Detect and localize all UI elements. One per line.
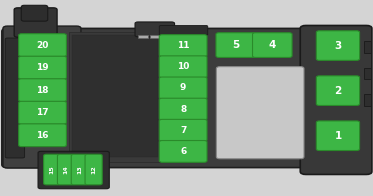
- Text: 12: 12: [91, 165, 96, 174]
- Bar: [72, 35, 158, 157]
- FancyBboxPatch shape: [2, 28, 326, 168]
- FancyBboxPatch shape: [3, 26, 81, 168]
- FancyBboxPatch shape: [85, 154, 102, 185]
- FancyBboxPatch shape: [316, 31, 360, 60]
- Bar: [150, 35, 160, 38]
- FancyBboxPatch shape: [135, 22, 175, 37]
- Bar: [364, 41, 371, 53]
- FancyBboxPatch shape: [159, 35, 207, 56]
- FancyBboxPatch shape: [159, 56, 207, 78]
- FancyBboxPatch shape: [159, 25, 208, 35]
- FancyBboxPatch shape: [159, 77, 207, 99]
- FancyBboxPatch shape: [159, 141, 207, 162]
- FancyBboxPatch shape: [44, 154, 61, 185]
- Text: 2: 2: [334, 86, 342, 96]
- FancyBboxPatch shape: [14, 8, 57, 37]
- Bar: [69, 32, 160, 162]
- Text: 10: 10: [177, 62, 189, 71]
- FancyBboxPatch shape: [19, 124, 66, 147]
- FancyBboxPatch shape: [5, 38, 25, 158]
- Text: 14: 14: [63, 165, 69, 174]
- Text: 9: 9: [180, 83, 186, 92]
- FancyBboxPatch shape: [21, 5, 48, 21]
- FancyBboxPatch shape: [71, 154, 88, 185]
- Bar: [138, 35, 148, 38]
- Bar: [364, 68, 371, 79]
- Text: 8: 8: [180, 105, 186, 113]
- Text: 1: 1: [334, 131, 342, 141]
- FancyBboxPatch shape: [300, 25, 372, 174]
- Text: 6: 6: [180, 147, 186, 156]
- FancyBboxPatch shape: [216, 33, 256, 57]
- Text: 5: 5: [232, 40, 239, 50]
- FancyBboxPatch shape: [19, 101, 66, 124]
- FancyBboxPatch shape: [159, 119, 207, 141]
- Text: 19: 19: [36, 63, 49, 72]
- Text: 20: 20: [36, 41, 49, 50]
- FancyBboxPatch shape: [216, 67, 304, 159]
- Text: 15: 15: [50, 165, 55, 174]
- Text: 16: 16: [36, 131, 49, 140]
- Text: 17: 17: [36, 108, 49, 117]
- Text: 3: 3: [334, 41, 342, 51]
- FancyBboxPatch shape: [253, 33, 292, 57]
- FancyBboxPatch shape: [316, 121, 360, 151]
- Bar: [364, 94, 371, 106]
- Text: 18: 18: [36, 86, 49, 95]
- Text: 4: 4: [269, 40, 276, 50]
- FancyBboxPatch shape: [57, 154, 75, 185]
- FancyBboxPatch shape: [19, 79, 66, 102]
- Text: 11: 11: [177, 41, 189, 50]
- FancyBboxPatch shape: [19, 56, 66, 79]
- Bar: [24, 36, 42, 41]
- Text: 13: 13: [77, 165, 82, 174]
- FancyBboxPatch shape: [159, 98, 207, 120]
- FancyBboxPatch shape: [19, 34, 66, 56]
- FancyBboxPatch shape: [38, 151, 109, 189]
- Text: 7: 7: [180, 126, 186, 135]
- FancyBboxPatch shape: [316, 76, 360, 105]
